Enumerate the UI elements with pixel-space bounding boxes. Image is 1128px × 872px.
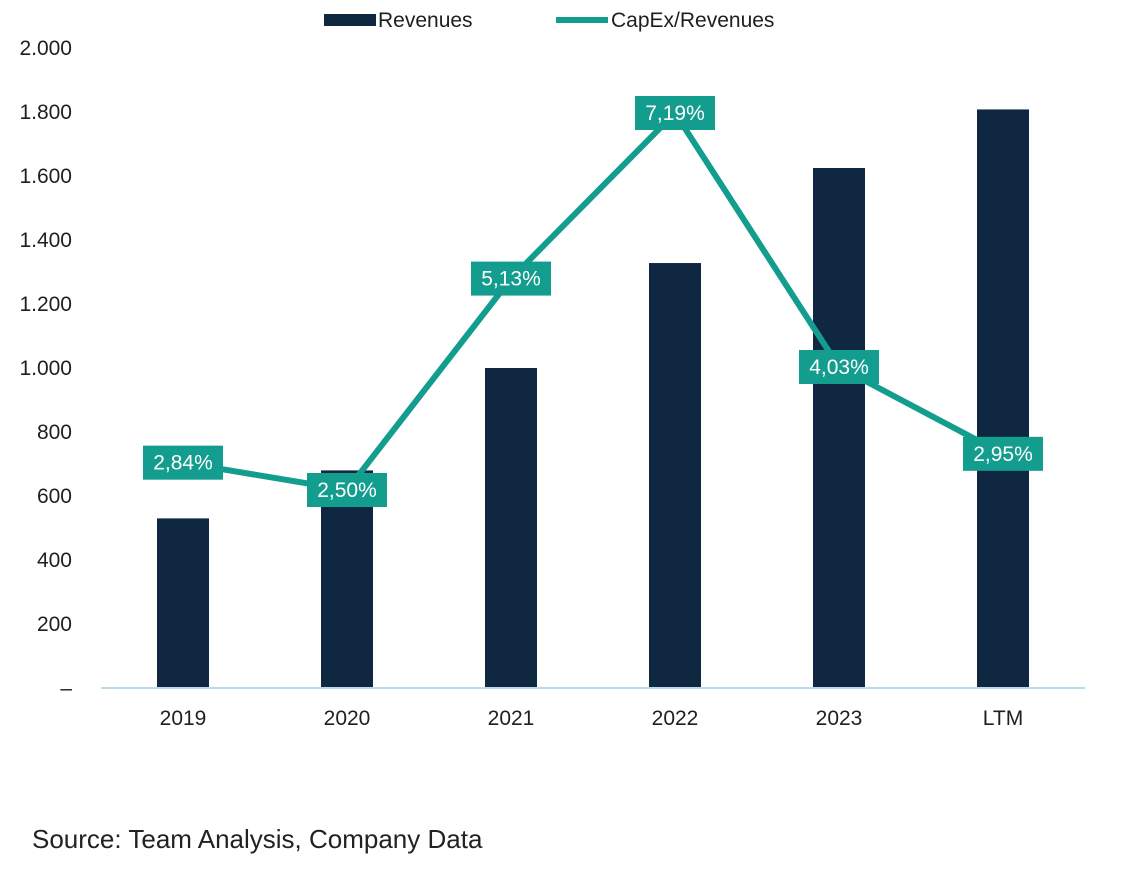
x-tick-label: 2022 xyxy=(652,707,699,730)
capex-label-text: 2,50% xyxy=(317,479,377,502)
capex-label-box xyxy=(799,350,879,385)
x-tick-label: 2021 xyxy=(488,707,535,730)
y-tick-label: – xyxy=(60,677,72,700)
capex-data-label: 2,50% xyxy=(307,473,387,507)
y-tick-label: 1.400 xyxy=(19,229,72,252)
revenue-bar xyxy=(485,368,537,688)
source-note: Source: Team Analysis, Company Data xyxy=(32,824,483,854)
x-axis: 2019 2020 2021 2022 2023 LTM xyxy=(160,707,1024,730)
y-tick-label: 1.000 xyxy=(19,357,72,380)
x-tick-label: 2020 xyxy=(324,707,371,730)
legend-revenues-label: Revenues xyxy=(378,9,473,32)
x-tick-label: LTM xyxy=(983,707,1023,730)
capex-label-box xyxy=(143,445,223,480)
capex-label-box xyxy=(963,436,1043,471)
capex-label-box xyxy=(471,261,551,296)
y-tick-label: 1.800 xyxy=(19,101,72,124)
legend-revenues-swatch xyxy=(324,14,376,26)
capex-line xyxy=(182,110,1005,493)
chart: Revenues CapEx/Revenues – 200 400 600 800 1.0… xyxy=(19,9,1085,730)
revenue-bar xyxy=(977,109,1029,688)
y-tick-label: 1.600 xyxy=(19,165,72,188)
capex-label-text: 2,84% xyxy=(153,452,213,475)
y-tick-label: 1.200 xyxy=(19,293,72,316)
capex-label-text: 4,03% xyxy=(809,356,869,379)
y-tick-label: 400 xyxy=(37,549,72,572)
capex-data-label: 4,03% xyxy=(799,350,879,385)
y-tick-label: 200 xyxy=(37,613,72,636)
capex-data-label: 5,13% xyxy=(471,261,551,296)
capex-label-box xyxy=(307,473,387,507)
y-axis: – 200 400 600 800 1.000 1.200 1.400 1.600 1.800 2.… xyxy=(19,37,72,700)
capex-label-box xyxy=(635,96,715,130)
legend: Revenues CapEx/Revenues xyxy=(324,9,774,32)
legend-capex-label: CapEx/Revenues xyxy=(611,9,774,32)
capex-label-text: 5,13% xyxy=(481,268,541,291)
capex-data-label: 2,95% xyxy=(963,436,1043,471)
capex-data-label: 2,84% xyxy=(143,445,223,480)
revenue-bar xyxy=(157,518,209,688)
revenue-bar xyxy=(813,168,865,688)
capex-data-label: 7,19% xyxy=(635,96,715,130)
capex-line-series: 2,84% 2,50% 5,13% 7,19% 4,03% 2,95% xyxy=(143,96,1043,507)
x-tick-label: 2019 xyxy=(160,707,207,730)
capex-label-text: 2,95% xyxy=(973,443,1033,466)
y-tick-label: 800 xyxy=(37,421,72,444)
capex-label-text: 7,19% xyxy=(645,102,705,125)
x-tick-label: 2023 xyxy=(816,707,863,730)
revenue-bar xyxy=(649,263,701,688)
y-tick-label: 600 xyxy=(37,485,72,508)
y-tick-label: 2.000 xyxy=(19,37,72,60)
